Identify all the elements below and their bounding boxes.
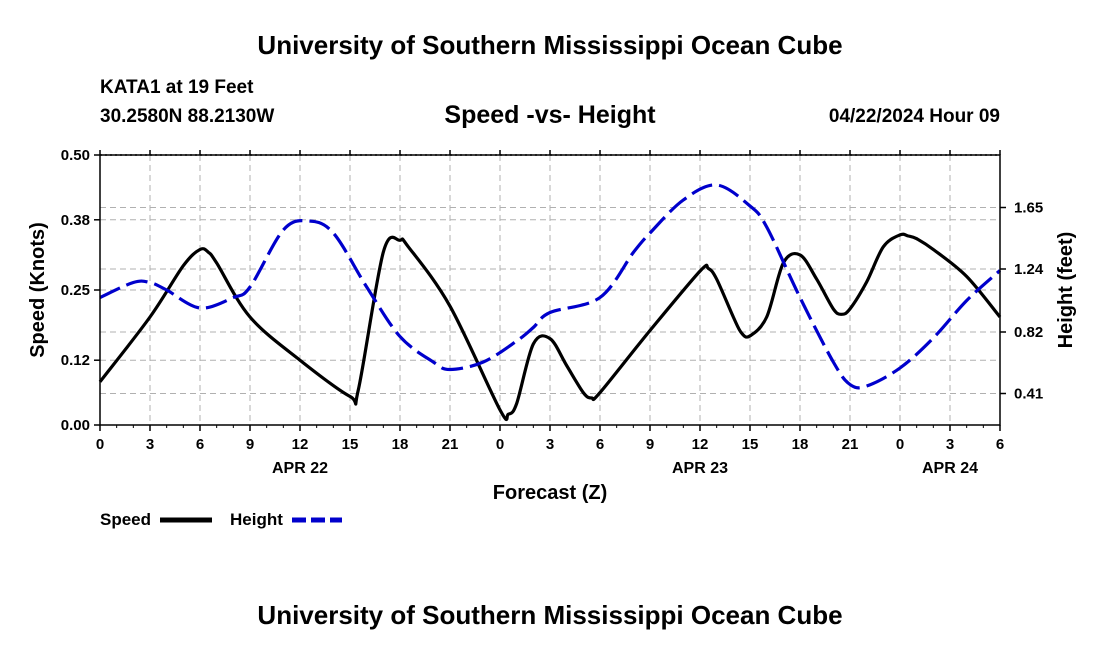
legend-height-label: Height xyxy=(230,510,283,529)
x-tick-label: 0 xyxy=(896,436,904,453)
y-right-tick-label: 1.24 xyxy=(1014,261,1044,278)
station-name: KATA1 at 19 Feet xyxy=(100,77,254,98)
y-right-tick-label: 0.82 xyxy=(1014,324,1043,341)
axis-ticks: 0 3 6 9 12 15 18 21 0 3 6 9 12 15 18 21 0 3 6 APR 22 APR 23 A… xyxy=(61,147,1044,477)
y-left-tick-label: 0.25 xyxy=(61,282,90,299)
x-tick-label: 3 xyxy=(146,436,154,453)
date-label: APR 23 xyxy=(672,460,728,477)
x-tick-label: 9 xyxy=(246,436,254,453)
series-line-speed xyxy=(98,232,1002,422)
x-tick-label: 6 xyxy=(196,436,204,453)
x-tick-label: 18 xyxy=(392,436,409,453)
y-right-tick-label: 1.65 xyxy=(1014,200,1043,217)
y-left-tick-label: 0.38 xyxy=(61,212,90,229)
series-layer xyxy=(98,183,1002,422)
x-tick-label: 12 xyxy=(292,436,309,453)
y-left-tick-label: 0.00 xyxy=(61,417,90,434)
x-tick-label: 3 xyxy=(946,436,954,453)
forecast-time: 04/22/2024 Hour 09 xyxy=(828,106,1000,127)
legend-speed-label: Speed xyxy=(100,510,151,529)
x-tick-label: 15 xyxy=(342,436,359,453)
x-tick-label: 3 xyxy=(546,436,554,453)
date-label: APR 24 xyxy=(922,460,978,477)
bottom-title: University of Southern Mississippi Ocean… xyxy=(257,600,843,630)
x-tick-label: 6 xyxy=(996,436,1004,453)
x-tick-label: 12 xyxy=(692,436,709,453)
x-tick-label: 21 xyxy=(442,436,459,453)
y-axis-right-label: Height (feet) xyxy=(1055,232,1077,349)
x-tick-label: 15 xyxy=(742,436,759,453)
y-left-tick-label: 0.12 xyxy=(61,352,90,369)
y-left-tick-label: 0.50 xyxy=(61,147,90,164)
x-tick-label: 0 xyxy=(496,436,504,453)
x-tick-label: 21 xyxy=(842,436,859,453)
top-title: University of Southern Mississippi Ocean… xyxy=(257,30,843,60)
x-axis-label: Forecast (Z) xyxy=(493,482,607,504)
x-tick-label: 6 xyxy=(596,436,604,453)
x-tick-label: 9 xyxy=(646,436,654,453)
date-label: APR 22 xyxy=(272,460,328,477)
legend: Speed Height xyxy=(100,510,342,529)
chart-title: Speed -vs- Height xyxy=(444,101,656,129)
grid xyxy=(100,154,1000,425)
y-axis-left-label: Speed (Knots) xyxy=(27,222,49,358)
station-coordinates: 30.2580N 88.2130W xyxy=(100,106,275,127)
x-tick-label: 18 xyxy=(792,436,809,453)
x-tick-label: 0 xyxy=(96,436,104,453)
series-line-height xyxy=(99,183,1002,390)
y-right-tick-label: 0.41 xyxy=(1014,386,1043,403)
